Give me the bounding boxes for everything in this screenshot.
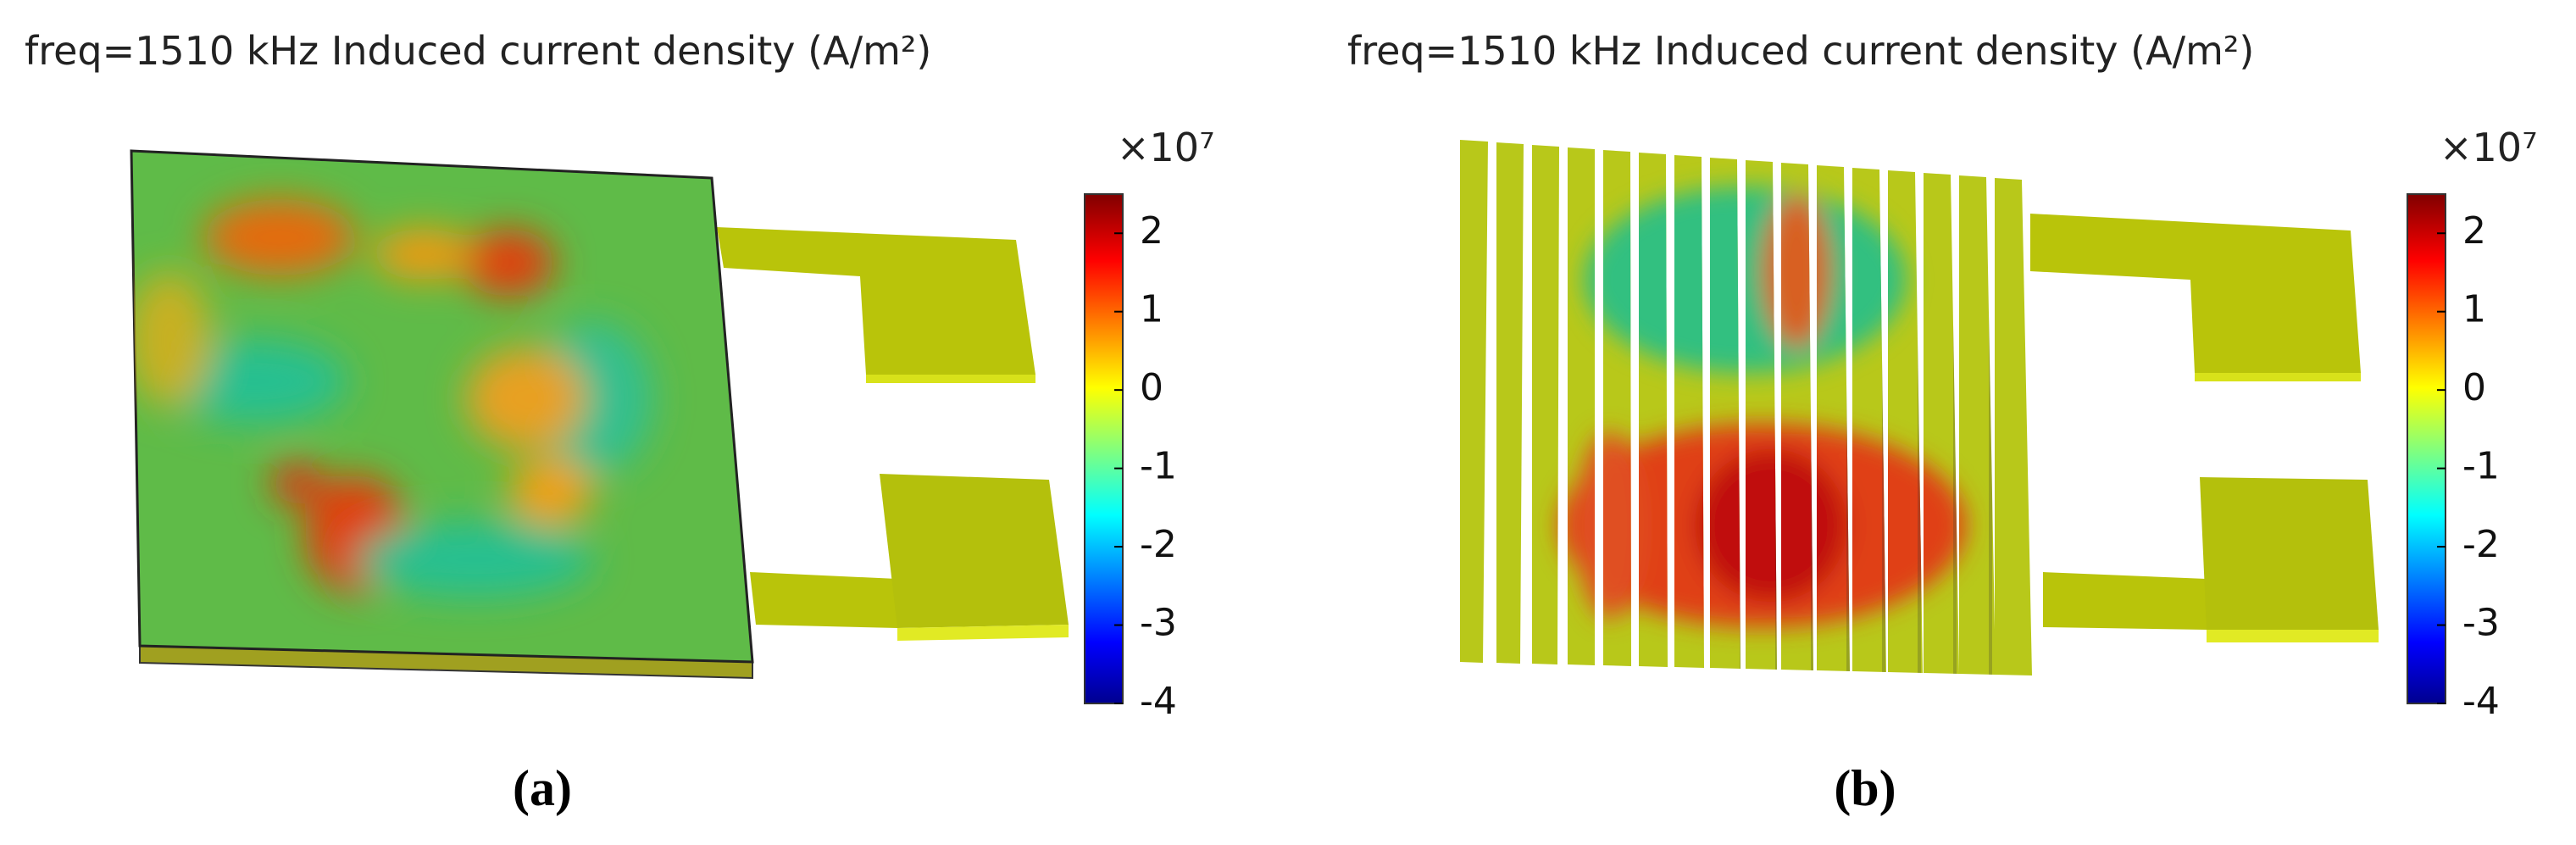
colorbar-tick-label: -1	[2462, 445, 2500, 488]
colorbar-multiplier: ×10⁷	[2440, 125, 2538, 170]
colorbar-tick-label: 2	[1140, 209, 1163, 253]
colorbar-tick-label: -4	[2462, 680, 2500, 723]
colorbar-tick-label: 1	[2462, 288, 2486, 331]
colorbar-tick-label: 0	[1140, 366, 1163, 409]
plate-model	[130, 149, 1069, 680]
colorbar-tick-label: -2	[1140, 523, 1177, 566]
colorbar	[2407, 193, 2446, 704]
colorbar-tick-label: 1	[1140, 288, 1163, 331]
colorbar-tick-label: -2	[2462, 523, 2500, 566]
panel-label: (b)	[1834, 760, 1896, 816]
colorbar-tick-label: 2	[2462, 209, 2486, 253]
colorbar-multiplier: ×10⁷	[1117, 125, 1215, 170]
colorbar-tick-label: -4	[1140, 680, 1177, 723]
panel-title: freq=1510 kHz Induced current density (A…	[25, 28, 931, 74]
colorbar-tick-label: -3	[2462, 602, 2500, 645]
strip-model	[1460, 140, 2379, 675]
colorbar-tick-label: 0	[2462, 366, 2486, 409]
panel-a: freq=1510 kHz Induced current density (A…	[25, 28, 1215, 816]
panel-label: (a)	[513, 760, 572, 816]
colorbar-tick-label: -1	[1140, 445, 1177, 488]
panel-b: freq=1510 kHz Induced current density (A…	[1347, 28, 2538, 816]
colorbar	[1084, 193, 1124, 704]
panel-title: freq=1510 kHz Induced current density (A…	[1347, 28, 2254, 74]
colorbar-tick-label: -3	[1140, 602, 1177, 645]
